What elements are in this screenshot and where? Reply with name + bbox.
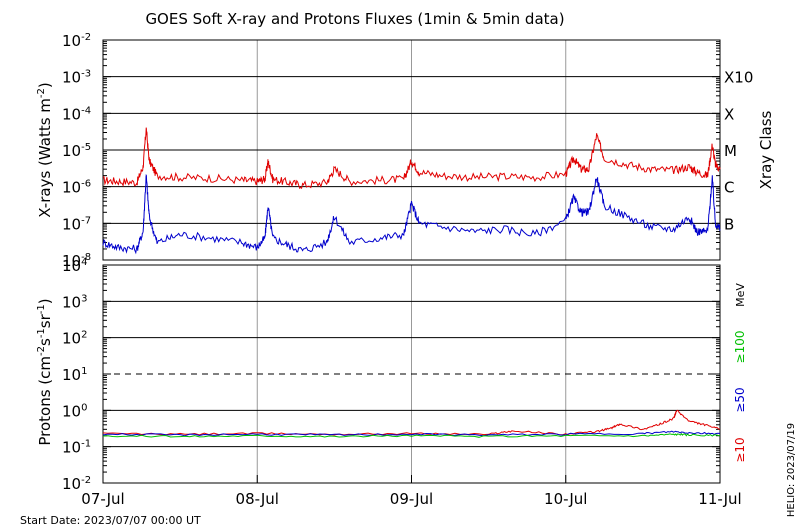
xray-ytick-label-1: 10-3 bbox=[62, 69, 91, 87]
proton-ytick-label-1-base: 10 bbox=[62, 293, 81, 311]
proton-ytick-label-5: 10-1 bbox=[62, 439, 91, 457]
x-tick-label-2: 09-Jul bbox=[390, 490, 433, 508]
proton-ytick-label-3: 101 bbox=[62, 366, 87, 384]
xray-ytick-label-4-exp: -6 bbox=[81, 179, 91, 190]
xray-ytick-label-3-base: 10 bbox=[62, 142, 81, 160]
xray-class-label-c: C bbox=[724, 179, 734, 197]
proton-ytick-label-3-base: 10 bbox=[62, 366, 81, 384]
proton-axis-label: Protons (cm-2s-1sr-1) bbox=[36, 298, 54, 445]
chart-title: GOES Soft X-ray and Protons Fluxes (1min… bbox=[145, 10, 564, 28]
xray-ytick-label-5-base: 10 bbox=[62, 215, 81, 233]
xray-ytick-label-0: 10-2 bbox=[62, 32, 91, 50]
proton-ytick-label-0-exp: 4 bbox=[81, 257, 87, 268]
xray-ytick-label-5: 10-7 bbox=[62, 215, 91, 233]
xray-class-label-x10: X10 bbox=[724, 69, 753, 87]
xray-ytick-label-6: 10-8 bbox=[62, 252, 91, 270]
x-tick-label-1: 08-Jul bbox=[236, 490, 279, 508]
xray-ytick-label-5-exp: -7 bbox=[81, 215, 91, 226]
proton-ytick-label-6-exp: -2 bbox=[81, 475, 91, 486]
proton-ytick-label-5-base: 10 bbox=[62, 439, 81, 457]
xray-axis-label: X-rays (Watts m-2) bbox=[36, 82, 54, 217]
xray-ytick-label-2-exp: -4 bbox=[81, 105, 91, 116]
xray-class-axis-label: Xray Class bbox=[757, 110, 775, 189]
proton-energy-label-0: ≥10 bbox=[733, 437, 747, 462]
xray-class-label-b: B bbox=[724, 215, 734, 233]
start-date-label: Start Date: 2023/07/07 00:00 UT bbox=[20, 514, 201, 527]
xray-ytick-label-0-base: 10 bbox=[62, 32, 81, 50]
xray-class-label-m: M bbox=[724, 142, 737, 160]
helio-stamp: HELIO: 2023/07/19 bbox=[786, 423, 797, 517]
proton-ytick-label-2-base: 10 bbox=[62, 330, 81, 348]
proton-ytick-label-4-exp: 0 bbox=[81, 402, 87, 413]
xray-ytick-label-6-base: 10 bbox=[62, 252, 81, 270]
xray-series-red bbox=[102, 127, 721, 190]
proton-ytick-label-0-base: 10 bbox=[62, 257, 81, 275]
xray-ytick-label-1-exp: -3 bbox=[81, 69, 91, 80]
proton-energy-unit: MeV bbox=[734, 283, 747, 307]
proton-ytick-label-4-base: 10 bbox=[62, 402, 81, 420]
proton-ytick-label-6: 10-2 bbox=[62, 475, 91, 493]
proton-ytick-label-6-base: 10 bbox=[62, 475, 81, 493]
xray-ytick-label-2: 10-4 bbox=[62, 105, 91, 123]
proton-ytick-label-0: 104 bbox=[62, 257, 87, 275]
xray-ytick-label-2-base: 10 bbox=[62, 105, 81, 123]
xray-panel: 10-210-310-410-510-610-710-8X10XMCBX-ray… bbox=[36, 32, 775, 270]
proton-ytick-label-1-exp: 3 bbox=[81, 293, 87, 304]
x-tick-label-0: 07-Jul bbox=[81, 490, 124, 508]
x-tick-label-4: 11-Jul bbox=[698, 490, 741, 508]
xray-ytick-label-3-exp: -5 bbox=[81, 142, 91, 153]
xray-ytick-label-4-base: 10 bbox=[62, 179, 81, 197]
xray-class-label-x: X bbox=[724, 105, 734, 123]
proton-energy-label-2: ≥100 bbox=[733, 331, 747, 364]
proton-series-green bbox=[102, 432, 721, 438]
xray-ytick-label-4: 10-6 bbox=[62, 179, 91, 197]
xray-ytick-label-3: 10-5 bbox=[62, 142, 91, 160]
x-tick-label-3: 10-Jul bbox=[544, 490, 587, 508]
x-axis: 07-Jul 08-Jul 09-Jul 10-Jul 11-Jul bbox=[81, 475, 742, 508]
proton-ytick-label-3-exp: 1 bbox=[81, 366, 87, 377]
proton-ytick-label-1: 103 bbox=[62, 293, 87, 311]
xray-ytick-label-0-exp: -2 bbox=[81, 32, 91, 43]
xray-ytick-label-1-base: 10 bbox=[62, 69, 81, 87]
xray-ytick-label-6-exp: -8 bbox=[81, 252, 91, 263]
proton-ytick-label-2: 102 bbox=[62, 330, 87, 348]
proton-energy-label-1: ≥50 bbox=[733, 387, 747, 412]
proton-series-blue bbox=[102, 430, 721, 437]
proton-ytick-label-5-exp: -1 bbox=[81, 439, 91, 450]
proton-ytick-label-2-exp: 2 bbox=[81, 330, 87, 341]
proton-ytick-label-4: 100 bbox=[62, 402, 87, 420]
xray-series-blue bbox=[102, 173, 721, 255]
